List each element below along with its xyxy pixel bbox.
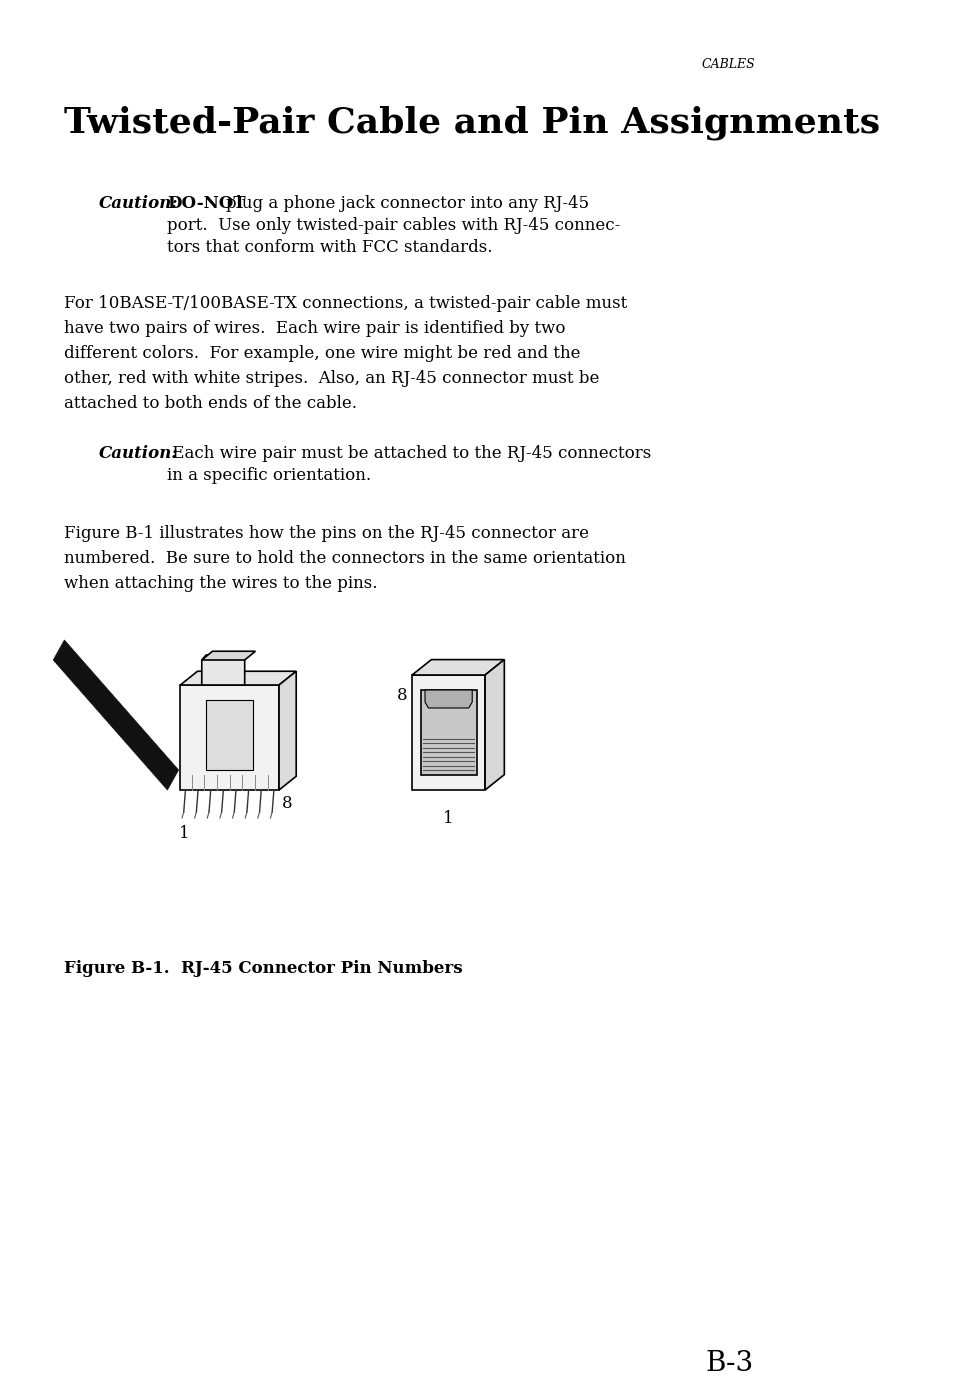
Text: tors that conform with FCC standards.: tors that conform with FCC standards.	[167, 239, 493, 255]
Text: different colors.  For example, one wire might be red and the: different colors. For example, one wire …	[64, 346, 580, 362]
Polygon shape	[420, 690, 476, 775]
Text: attached to both ends of the cable.: attached to both ends of the cable.	[64, 396, 357, 412]
Polygon shape	[201, 651, 255, 661]
Text: For 10BASE-T/100BASE-TX connections, a twisted-pair cable must: For 10BASE-T/100BASE-TX connections, a t…	[64, 296, 627, 312]
Text: Figure B-1 illustrates how the pins on the RJ-45 connector are: Figure B-1 illustrates how the pins on t…	[64, 525, 589, 541]
Text: when attaching the wires to the pins.: when attaching the wires to the pins.	[64, 575, 377, 593]
Text: 1: 1	[179, 824, 190, 843]
Text: plug a phone jack connector into any RJ-45: plug a phone jack connector into any RJ-…	[226, 194, 588, 212]
Text: B-3: B-3	[705, 1351, 753, 1377]
Text: numbered.  Be sure to hold the connectors in the same orientation: numbered. Be sure to hold the connectors…	[64, 550, 625, 568]
Polygon shape	[206, 700, 253, 770]
Polygon shape	[484, 659, 504, 790]
Text: Caution:: Caution:	[98, 194, 178, 212]
Polygon shape	[53, 640, 178, 790]
Text: Figure B-1.  RJ-45 Connector Pin Numbers: Figure B-1. RJ-45 Connector Pin Numbers	[64, 960, 462, 977]
Text: port.  Use only twisted-pair cables with RJ-45 connec-: port. Use only twisted-pair cables with …	[167, 217, 620, 235]
Text: DO-NOT: DO-NOT	[167, 194, 246, 212]
Polygon shape	[180, 686, 278, 790]
Text: 8: 8	[396, 687, 407, 704]
Polygon shape	[412, 675, 484, 790]
Text: other, red with white stripes.  Also, an RJ-45 connector must be: other, red with white stripes. Also, an …	[64, 371, 599, 387]
Text: Twisted-Pair Cable and Pin Assignments: Twisted-Pair Cable and Pin Assignments	[64, 105, 880, 140]
Text: Each wire pair must be attached to the RJ-45 connectors: Each wire pair must be attached to the R…	[167, 446, 651, 462]
Polygon shape	[180, 672, 295, 686]
Text: in a specific orientation.: in a specific orientation.	[167, 466, 371, 484]
Text: CABLES: CABLES	[701, 58, 755, 71]
Text: 8: 8	[281, 795, 292, 812]
Text: have two pairs of wires.  Each wire pair is identified by two: have two pairs of wires. Each wire pair …	[64, 321, 565, 337]
Polygon shape	[278, 672, 295, 790]
Polygon shape	[424, 690, 472, 708]
Text: Caution:: Caution:	[98, 446, 178, 462]
Polygon shape	[412, 659, 504, 675]
Polygon shape	[201, 655, 244, 686]
Text: 1: 1	[443, 811, 454, 827]
